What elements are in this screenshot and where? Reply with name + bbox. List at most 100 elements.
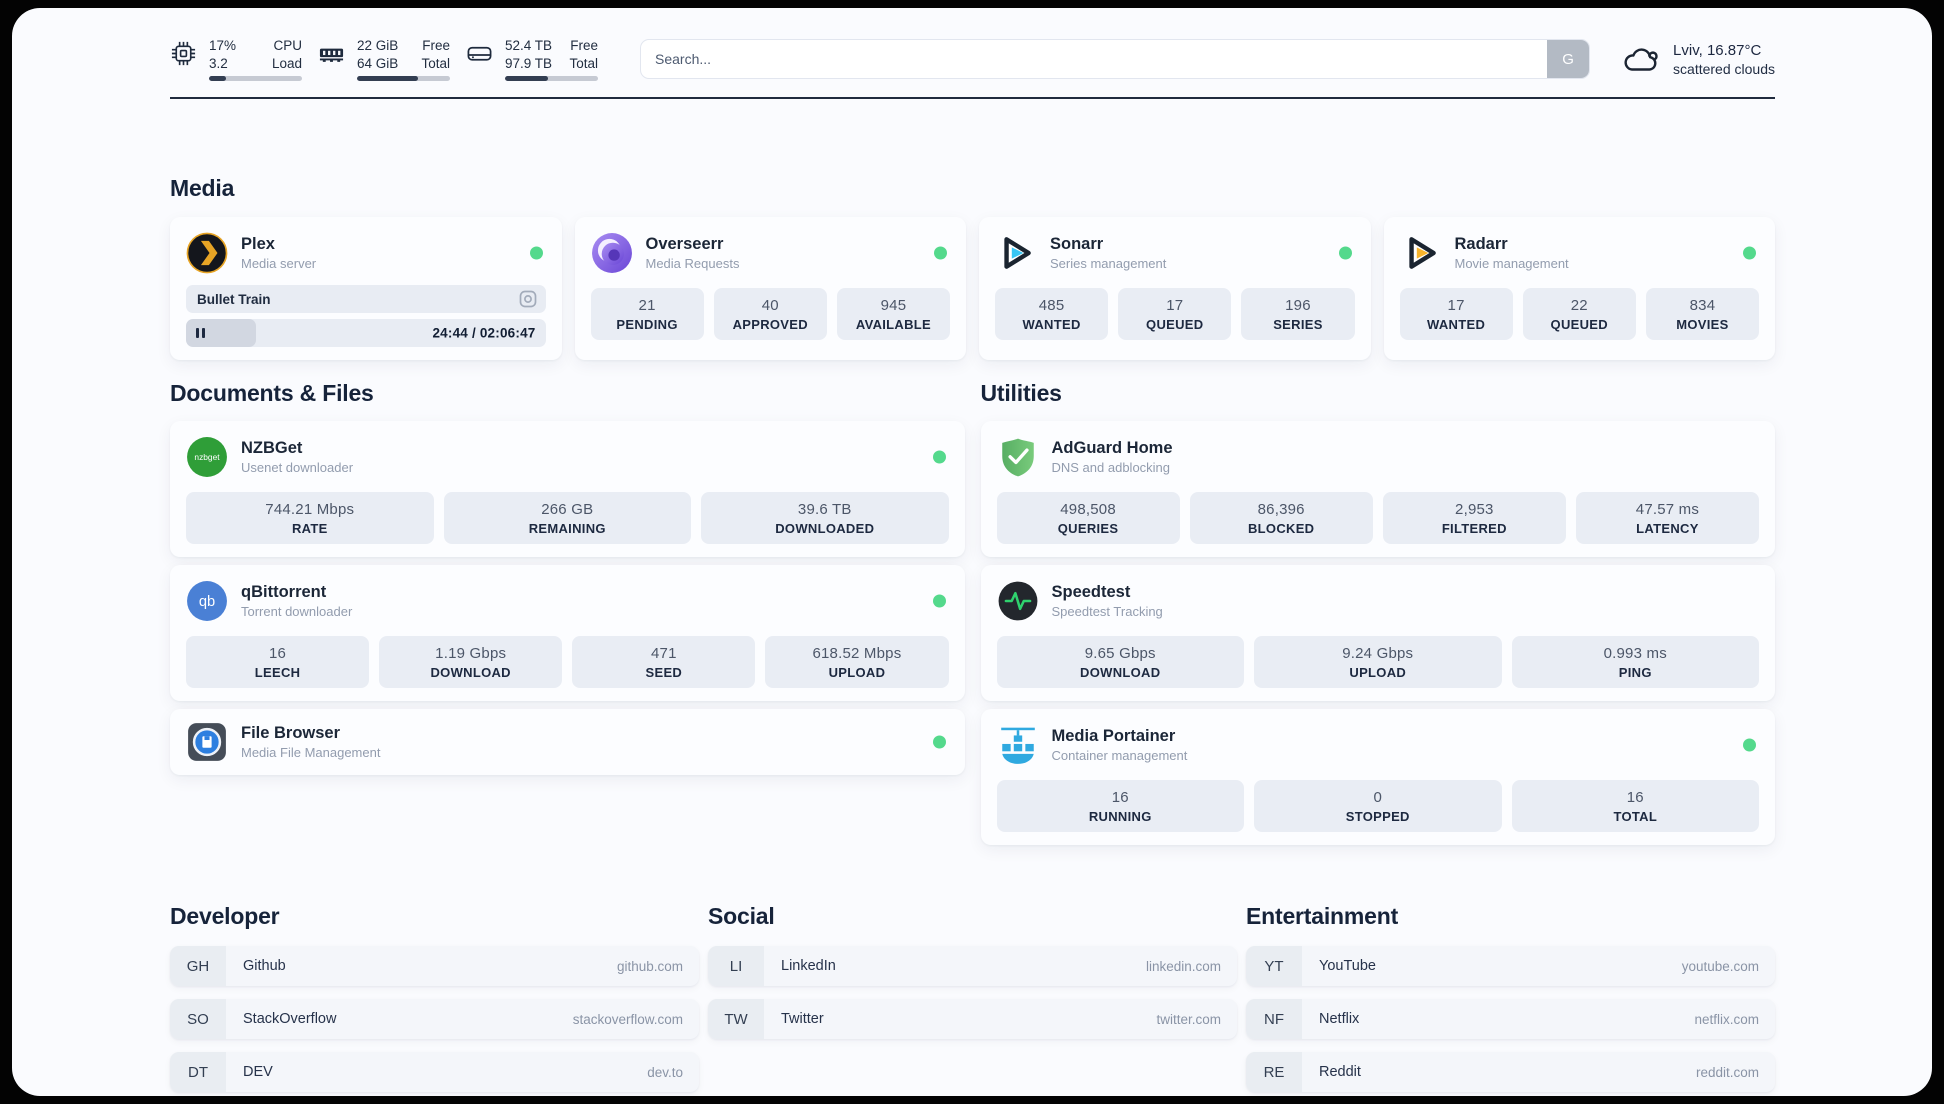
stat-series: 196 SERIES (1241, 288, 1355, 340)
app-card-overseerr[interactable]: Overseerr Media Requests 21 PENDING 40 APP… (574, 217, 966, 360)
search-input[interactable] (641, 40, 1548, 78)
disk-progress-bar (505, 76, 598, 81)
stat-queries: 498,508 QUERIES (996, 492, 1180, 544)
app-titles: Radarr Movie management (1455, 235, 1569, 272)
cloud-icon (1624, 48, 1658, 71)
app-subtitle: Speedtest Tracking (1051, 604, 1163, 620)
plex-icon (186, 232, 228, 274)
bookmark-netflix[interactable]: NF Netflix netflix.com (1246, 999, 1775, 1039)
bookmark-abbr-badge: NF (1246, 999, 1302, 1039)
app-header: Speedtest Speedtest Tracking (997, 578, 1760, 624)
qbittorrent-icon: qb (186, 580, 228, 622)
app-card-qbittorrent[interactable]: qb qBittorrent Torrent downloader 16 LEEC… (170, 565, 965, 701)
cpu-loadavg: 3.2 (209, 55, 228, 71)
bookmark-name: StackOverflow (243, 1011, 337, 1027)
cpu-progress-fill (209, 76, 226, 81)
bookmark-url: twitter.com (1156, 1011, 1221, 1027)
stat-blocked: 86,396 BLOCKED (1189, 492, 1373, 544)
stat-seed: 471 SEED (572, 636, 756, 688)
memory-stats-block: 22 GiB Free 64 GiB Total (357, 37, 450, 81)
status-indicator-online (932, 450, 946, 464)
cpu-load-label: Load (271, 55, 302, 71)
bookmark-abbr-badge: YT (1246, 946, 1302, 986)
bookmark-linkedin[interactable]: LI LinkedIn linkedin.com (708, 946, 1237, 986)
svg-text:nzbget: nzbget (194, 452, 220, 462)
app-title: Radarr (1454, 234, 1508, 253)
bookmark-dev[interactable]: DT DEV dev.to (170, 1052, 699, 1092)
bookmarks-developer-column: Developer GH Github github.com SO StackO… (170, 903, 699, 1096)
stat-filtered: 2,953 FILTERED (1382, 492, 1566, 544)
app-header: Plex Media server (186, 230, 546, 276)
search-engine-button[interactable]: G (1547, 40, 1590, 78)
stat-downloaded: 39.6 TB DOWNLOADED (701, 492, 949, 544)
app-subtitle: Movie management (1454, 256, 1569, 272)
dashboard-window: 17% CPU 3.2 Load 22 GiB Free 64 GiB Total (12, 8, 1932, 1096)
bookmark-twitter[interactable]: TW Twitter twitter.com (708, 999, 1237, 1039)
bookmark-abbr-badge: TW (708, 999, 764, 1039)
portainer-icon (997, 724, 1039, 766)
stat-upload: 618.52 Mbps UPLOAD (765, 636, 949, 688)
memory-free: 22 GiB (357, 38, 399, 54)
status-indicator-online (1743, 246, 1756, 260)
bookmark-abbr-badge: RE (1246, 1052, 1302, 1092)
app-card-filebrowser[interactable]: File Browser Media File Management (170, 709, 965, 775)
open-player-modal-button[interactable] (519, 290, 537, 308)
stat-stopped: 0 STOPPED (1254, 780, 1502, 832)
bookmark-stackoverflow[interactable]: SO StackOverflow stackoverflow.com (170, 999, 699, 1039)
app-header: Sonarr Series management (995, 230, 1355, 276)
section-title-developer: Developer (170, 903, 280, 929)
bookmark-youtube[interactable]: YT YouTube youtube.com (1246, 946, 1775, 986)
stat-running: 16 RUNNING (996, 780, 1244, 832)
bookmark-name: Reddit (1319, 1064, 1361, 1080)
bookmark-url: reddit.com (1695, 1064, 1759, 1080)
app-card-nzbget[interactable]: nzbget NZBGet Usenet downloader 744.21 M… (170, 421, 965, 557)
disk-free: 52.4 TB (505, 38, 553, 54)
memory-usage-widget: 22 GiB Free 64 GiB Total (318, 37, 450, 81)
bookmark-github[interactable]: GH Github github.com (170, 946, 699, 986)
stat-movies: 834 MOVIES (1645, 288, 1760, 340)
app-card-sonarr[interactable]: Sonarr Series management 485 WANTED 17 QUE… (979, 217, 1371, 360)
bookmark-name: Netflix (1319, 1011, 1360, 1027)
cpu-percent: 17% (209, 38, 237, 54)
bookmark-reddit[interactable]: RE Reddit reddit.com (1246, 1052, 1775, 1092)
disk-usage-widget: 52.4 TB Free 97.9 TB Total (466, 37, 598, 81)
header-divider (170, 97, 1775, 99)
bookmark-name: Twitter (781, 1011, 824, 1027)
app-subtitle: Series management (1050, 256, 1167, 272)
app-title: Overseerr (645, 234, 724, 253)
ram-icon (319, 48, 344, 63)
memory-progress-fill (357, 76, 419, 81)
stat-leech: 16 LEECH (186, 636, 370, 688)
app-titles: qBittorrent Torrent downloader (241, 583, 352, 620)
section-title-documents: Documents & Files (170, 380, 374, 406)
app-title: Speedtest (1051, 582, 1131, 601)
disk-icon (467, 47, 492, 61)
status-indicator-online (1743, 738, 1756, 752)
app-subtitle: Torrent downloader (241, 604, 353, 620)
stat-approved: 40 APPROVED (713, 288, 827, 340)
filebrowser-icon (186, 721, 228, 763)
app-card-radarr[interactable]: Radarr Movie management 17 WANTED 22 QUEUE… (1383, 217, 1775, 360)
stat-latency: 47.57 ms LATENCY (1575, 492, 1759, 544)
app-title: Sonarr (1050, 234, 1104, 253)
bookmark-name: YouTube (1319, 958, 1376, 974)
app-card-portainer[interactable]: Media Portainer Container management 16 R… (980, 709, 1775, 845)
disk-total: 97.9 TB (505, 55, 553, 71)
app-stats: 744.21 Mbps RATE 266 GB REMAINING 39.6 TB D… (186, 492, 949, 544)
playback-progress-bar[interactable]: 24:44 / 02:06:47 (186, 319, 546, 347)
app-card-adguard[interactable]: AdGuard Home DNS and adblocking 498,508 Q… (980, 421, 1775, 557)
section-title-utilities: Utilities (980, 380, 1062, 406)
bookmark-abbr-badge: LI (708, 946, 764, 986)
utilities-column: Utilities (980, 380, 1775, 845)
app-title: Plex (241, 234, 275, 253)
stat-remaining: 266 GB REMAINING (443, 492, 691, 544)
status-indicator-online (529, 246, 543, 260)
app-card-speedtest[interactable]: Speedtest Speedtest Tracking 9.65 Gbps DO… (980, 565, 1775, 701)
bookmark-abbr-badge: SO (170, 999, 226, 1039)
bookmark-url: netflix.com (1694, 1011, 1759, 1027)
bookmark-url: stackoverflow.com (572, 1011, 683, 1027)
cpu-usage-widget: 17% CPU 3.2 Load (170, 37, 302, 81)
speedtest-icon (997, 580, 1039, 622)
app-card-plex[interactable]: Plex Media server Bullet Train 24:44 / 0… (170, 217, 562, 360)
app-titles: Plex Media server (241, 235, 316, 272)
